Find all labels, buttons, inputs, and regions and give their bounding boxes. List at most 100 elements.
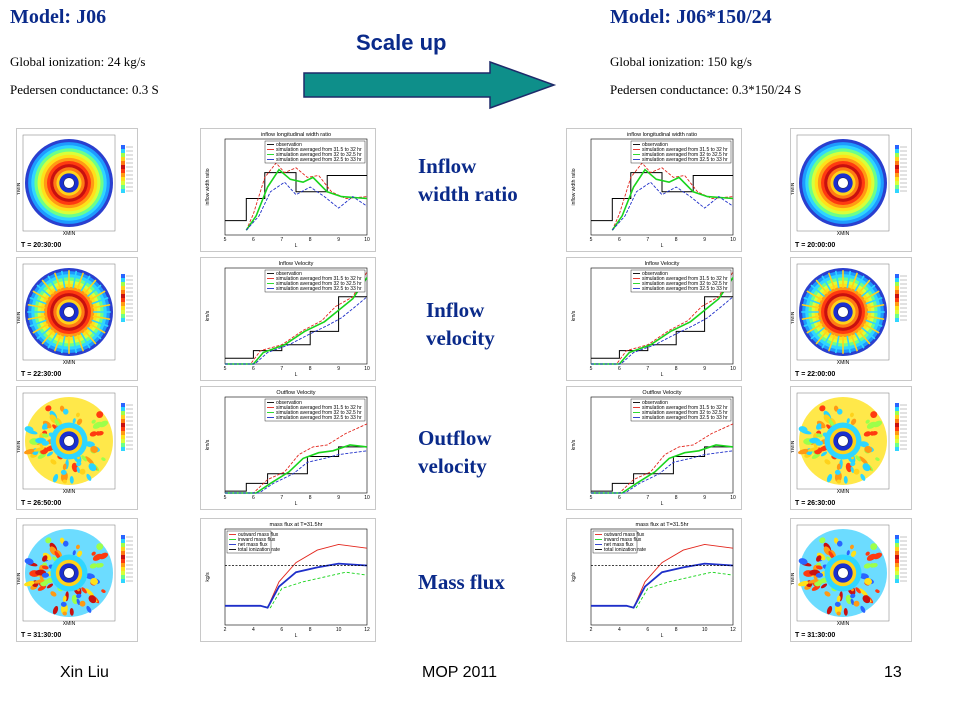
map-y-label: YMIN (791, 572, 796, 585)
legend-box (630, 140, 732, 164)
map-blob (871, 431, 878, 436)
map-time-label: T = 22:30:00 (21, 371, 61, 378)
map-streak (806, 290, 823, 301)
chart-x-tick: 5 (590, 237, 593, 243)
left-map-panel: YMIN XMIN T = 22:30:00 (16, 257, 138, 381)
map-blob (62, 408, 69, 415)
map-blob (815, 565, 823, 570)
colorbar-swatch (121, 157, 125, 161)
colorbar-swatch (121, 579, 125, 583)
right-map-panel: YMIN XMIN T = 20:00:00 (790, 128, 912, 252)
map-blob (862, 595, 871, 604)
polar-map-plot (797, 397, 887, 485)
colorbar-swatch (121, 575, 125, 579)
map-colorbar (121, 274, 133, 322)
map-blob (836, 408, 843, 415)
map-streak (41, 279, 55, 294)
colorbar-swatch (121, 153, 125, 157)
polar-map-plot (799, 268, 887, 356)
colorbar-swatch (121, 447, 125, 451)
chart-title: inflow longitudinal width ratio (627, 132, 697, 138)
map-x-label: XMIN (837, 231, 850, 237)
map-blob (92, 553, 103, 561)
map-blob (819, 537, 826, 544)
map-streak (850, 272, 859, 290)
map-x-label: XMIN (837, 621, 850, 627)
map-streak (846, 335, 852, 354)
legend-box (264, 398, 366, 422)
legend-entry: observation (642, 400, 668, 406)
map-y-label: YMIN (791, 311, 796, 324)
colorbar-swatch (895, 157, 899, 161)
map-x-label: XMIN (63, 231, 76, 237)
series-sim-31-5 (225, 271, 368, 365)
chart-x-tick: 5 (590, 495, 593, 501)
row-label-line: Outflow (418, 426, 492, 450)
right-model-title: Model: J06*150/24 (610, 6, 772, 28)
map-blob (46, 583, 54, 589)
map-blob (843, 608, 848, 616)
map-time-label: T = 26:30:00 (795, 500, 835, 507)
map-colorbar (895, 535, 907, 583)
map-streak (857, 330, 871, 345)
map-blob (820, 451, 828, 457)
map-streak (41, 330, 55, 345)
map-blob (836, 463, 841, 471)
chart-x-tick: 8 (675, 627, 678, 633)
chart-x-tick: 7 (646, 366, 649, 372)
map-x-label: XMIN (837, 489, 850, 495)
legend-entry: simulation averaged from 31.5 to 32 hr (642, 276, 728, 282)
map-blob (865, 551, 870, 556)
map-blob (92, 421, 103, 429)
colorbar-swatch (121, 314, 125, 318)
series-sim-31-5 (245, 162, 368, 231)
colorbar-swatch (895, 286, 899, 290)
chart-y-label: km/s (205, 310, 211, 321)
series-sim-31-5 (591, 271, 734, 365)
legend-entry: simulation averaged from 31.5 to 32 hr (276, 405, 362, 411)
colorbar-swatch (121, 559, 125, 563)
colorbar-swatch (121, 278, 125, 282)
map-blob (97, 563, 104, 568)
colorbar-swatch (121, 302, 125, 306)
map-blob (798, 558, 808, 565)
left-model-conductance: Pedersen conductance: 0.3 S (10, 82, 159, 97)
legend-entry: simulation averaged from 32.5 to 33 hr (642, 415, 728, 421)
map-blob (833, 405, 839, 412)
map-blob (828, 550, 835, 560)
legend-box (226, 530, 272, 554)
map-frame (796, 134, 890, 232)
colorbar-swatch (895, 173, 899, 177)
map-streak (76, 272, 85, 290)
map-blob (41, 572, 50, 578)
map-blob (836, 540, 843, 547)
map-streak (36, 326, 51, 340)
colorbar-swatch (121, 415, 125, 419)
map-blob (76, 598, 81, 606)
map-streak (803, 319, 821, 328)
scale-up-arrow-icon (303, 60, 557, 110)
map-streak (91, 319, 109, 328)
map-blob (863, 563, 872, 569)
colorbar-swatch (121, 181, 125, 185)
map-streak (29, 319, 47, 328)
footer-event: MOP 2011 (422, 664, 498, 681)
map-x-label: XMIN (63, 360, 76, 366)
legend-entry: simulation averaged from 31.5 to 32 hr (276, 276, 362, 282)
chart-title: Inflow Velocity (279, 261, 314, 267)
right-map-panel: YMIN XMIN T = 31:30:00 (790, 518, 912, 642)
map-blob (853, 468, 860, 475)
map-x-label: XMIN (63, 621, 76, 627)
colorbar-swatch (121, 407, 125, 411)
chart-x-tick: 10 (364, 237, 370, 243)
series-sim-32 (225, 444, 368, 494)
map-blob (855, 455, 861, 462)
map-blob (850, 461, 856, 467)
colorbar-swatch (121, 547, 125, 551)
legend-entry: simulation averaged from 32.5 to 33 hr (276, 157, 362, 163)
map-blob (37, 453, 47, 459)
series-sim-32-5 (225, 450, 368, 494)
map-blob (849, 412, 854, 418)
map-x-label: XMIN (63, 489, 76, 495)
